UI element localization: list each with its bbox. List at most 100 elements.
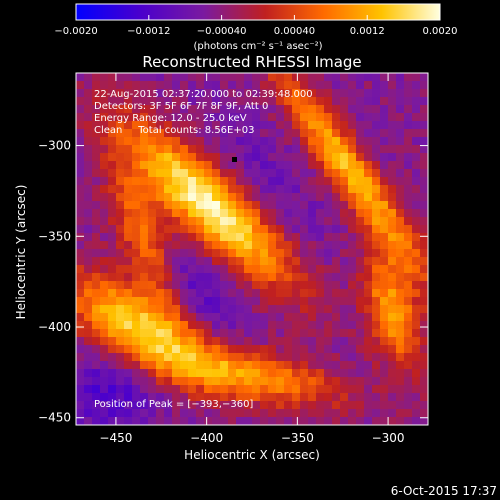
heatmap-cell	[276, 73, 285, 82]
heatmap-cell	[260, 281, 269, 290]
heatmap-cell	[388, 121, 397, 130]
heatmap-cell	[84, 137, 93, 146]
heatmap-cell	[228, 289, 237, 298]
heatmap-cell	[204, 177, 213, 186]
heatmap-cell	[116, 345, 125, 354]
heatmap-cell	[260, 393, 269, 402]
heatmap-cell	[188, 377, 197, 386]
heatmap-cell	[116, 361, 125, 370]
heatmap-cell	[268, 369, 277, 378]
heatmap-cell	[340, 297, 349, 306]
heatmap-cell	[212, 297, 221, 306]
heatmap-cell	[148, 385, 157, 394]
heatmap-cell	[140, 401, 149, 410]
heatmap-cell	[292, 273, 301, 282]
heatmap-cell	[196, 377, 205, 386]
heatmap-cell	[340, 289, 349, 298]
heatmap-cell	[300, 337, 309, 346]
heatmap-cell	[276, 273, 285, 282]
heatmap-cell	[172, 121, 181, 130]
heatmap-cell	[276, 297, 285, 306]
heatmap-cell	[300, 409, 309, 418]
heatmap-cell	[156, 281, 165, 290]
heatmap-cell	[76, 289, 85, 298]
heatmap-cell	[180, 137, 189, 146]
heatmap-cell	[364, 73, 373, 82]
heatmap-cell	[284, 305, 293, 314]
heatmap-cell	[340, 185, 349, 194]
heatmap-cell	[260, 289, 269, 298]
heatmap-cell	[292, 233, 301, 242]
heatmap-cell	[172, 305, 181, 314]
heatmap-cell	[164, 153, 173, 162]
heatmap-cell	[84, 265, 93, 274]
heatmap-cell	[316, 369, 325, 378]
heatmap-cell	[332, 89, 341, 98]
heatmap-cell	[252, 153, 261, 162]
heatmap-cell	[92, 353, 101, 362]
heatmap-cell	[332, 417, 341, 425]
heatmap-cell	[196, 113, 205, 122]
heatmap-cell	[372, 225, 381, 234]
heatmap-cell	[332, 129, 341, 138]
heatmap-cell	[308, 145, 317, 154]
heatmap-cell	[212, 289, 221, 298]
heatmap-cell	[300, 169, 309, 178]
heatmap-cell	[116, 417, 125, 425]
heatmap-cell	[156, 217, 165, 226]
heatmap-cell	[148, 105, 157, 114]
heatmap-cell	[364, 417, 373, 425]
heatmap-cell	[172, 145, 181, 154]
heatmap-cell	[100, 73, 109, 82]
heatmap-cell	[340, 273, 349, 282]
heatmap-cell	[220, 337, 229, 346]
heatmap-cell	[276, 289, 285, 298]
heatmap-cell	[116, 241, 125, 250]
heatmap-cell	[268, 409, 277, 418]
heatmap-cell	[180, 249, 189, 258]
heatmap-cell	[356, 417, 365, 425]
heatmap-cell	[220, 241, 229, 250]
heatmap-cell	[172, 209, 181, 218]
heatmap-cell	[76, 81, 85, 90]
heatmap-cell	[348, 385, 357, 394]
heatmap-cell	[252, 249, 261, 258]
heatmap-cell	[124, 233, 133, 242]
heatmap-cell	[116, 225, 125, 234]
heatmap-cell	[396, 201, 405, 210]
heatmap-cell	[420, 233, 428, 242]
heatmap-cell	[396, 169, 405, 178]
heatmap-cell	[372, 97, 381, 106]
heatmap-cell	[388, 401, 397, 410]
heatmap-cell	[140, 161, 149, 170]
heatmap-cell	[204, 233, 213, 242]
heatmap-cell	[140, 353, 149, 362]
heatmap-cell	[76, 73, 85, 82]
heatmap-cell	[164, 377, 173, 386]
heatmap-cell	[148, 377, 157, 386]
heatmap-cell	[348, 137, 357, 146]
heatmap-cell	[380, 305, 389, 314]
heatmap-cell	[116, 153, 125, 162]
heatmap-cell	[84, 105, 93, 114]
heatmap-cell	[212, 145, 221, 154]
heatmap-cell	[340, 337, 349, 346]
heatmap-cell	[308, 177, 317, 186]
heatmap-cell	[372, 257, 381, 266]
heatmap-cell	[156, 105, 165, 114]
heatmap-cell	[156, 393, 165, 402]
heatmap-cell	[284, 273, 293, 282]
heatmap-cell	[236, 177, 245, 186]
heatmap-cell	[324, 377, 333, 386]
heatmap-cell	[364, 353, 373, 362]
heatmap-cell	[324, 73, 333, 82]
heatmap-cell	[388, 281, 397, 290]
heatmap-cell	[116, 209, 125, 218]
peak-marker	[232, 157, 237, 162]
heatmap-cell	[356, 145, 365, 154]
heatmap-cell	[412, 225, 421, 234]
heatmap-cell	[220, 113, 229, 122]
heatmap-cell	[412, 313, 421, 322]
heatmap-cell	[124, 177, 133, 186]
heatmap-cell	[236, 105, 245, 114]
